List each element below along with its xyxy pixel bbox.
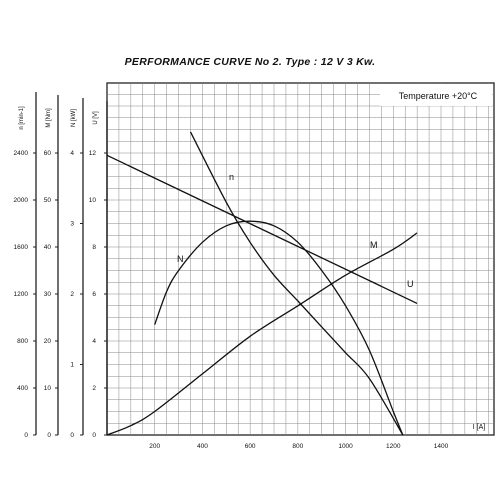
axis-tick-label: 2 xyxy=(92,385,96,392)
x-tick-label: 600 xyxy=(245,443,256,450)
axis-tick-label: 60 xyxy=(44,150,52,157)
series-label-M: M xyxy=(370,240,378,250)
axis-tick-label: 1600 xyxy=(14,244,29,251)
axis-tick-label: 2 xyxy=(70,291,74,298)
axis-tick-label: 12 xyxy=(89,150,97,157)
x-tick-label: 1400 xyxy=(434,443,449,450)
axis-tick-label: 6 xyxy=(92,291,96,298)
axis-tick-label: 0 xyxy=(92,432,96,439)
series-label-n: n xyxy=(229,172,234,182)
series-line-N xyxy=(154,220,404,436)
annotation-background xyxy=(380,84,492,106)
x-tick-label: 1000 xyxy=(338,443,353,450)
axis-label-1: M [Nm] xyxy=(46,108,52,128)
series-line-M xyxy=(106,232,418,436)
axis-tick-label: 3 xyxy=(70,221,74,228)
axis-tick-label: 1200 xyxy=(14,291,29,298)
labels: 200 400 600 800 1000 1200 1400 I [A] Temperature… xyxy=(149,84,492,450)
x-axis-label: I [A] xyxy=(473,424,486,431)
axis-tick-label: 4 xyxy=(92,338,96,345)
axis-tick-label: 800 xyxy=(17,338,28,345)
axis-tick-label: 10 xyxy=(44,385,52,392)
axis-tick-label: 4 xyxy=(70,150,74,157)
annotation-temperature: Temperature +20°C xyxy=(399,91,478,101)
axis-label-3: U [V] xyxy=(93,111,99,125)
chart-title: PERFORMANCE CURVE No 2. Type : 12 V 3 Kw… xyxy=(124,56,376,68)
series-line-n xyxy=(189,131,404,436)
axis-tick-label: 2400 xyxy=(14,150,29,157)
axis-tick-label: 30 xyxy=(44,291,52,298)
axis-tick-label: 400 xyxy=(17,385,28,392)
axis-tick-label: 20 xyxy=(44,338,52,345)
axis-tick-label: 40 xyxy=(44,244,52,251)
x-tick-label: 200 xyxy=(149,443,160,450)
axis-tick-label: 8 xyxy=(92,244,96,251)
series-label-U: U xyxy=(407,279,414,289)
x-tick-label: 1200 xyxy=(386,443,401,450)
x-tick-label: 800 xyxy=(292,443,303,450)
axis-label-0: n [min-1] xyxy=(19,106,25,130)
axis-tick-label: 50 xyxy=(44,197,52,204)
axis-tick-label: 2000 xyxy=(14,197,29,204)
axis-tick-label: 0 xyxy=(47,432,51,439)
grid xyxy=(107,83,494,435)
axis-tick-label: 0 xyxy=(70,432,74,439)
x-tick-label: 400 xyxy=(197,443,208,450)
series-layer xyxy=(106,131,418,436)
axis-tick-label: 0 xyxy=(24,432,28,439)
series-label-N: N xyxy=(177,254,184,264)
series-line-U xyxy=(106,154,418,304)
axis-tick-label: 1 xyxy=(70,362,74,369)
axis-tick-label: 10 xyxy=(89,197,97,204)
axis-label-2: N [kW] xyxy=(71,109,77,127)
